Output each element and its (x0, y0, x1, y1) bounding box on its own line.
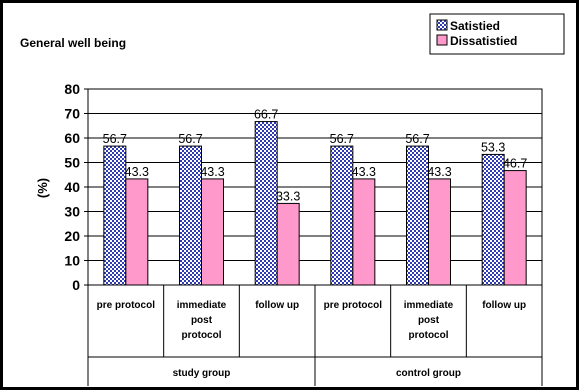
data-label-dissatistied: 33.3 (276, 189, 300, 203)
y-axis-label: (%) (35, 178, 50, 198)
y-tick-label: 20 (64, 228, 80, 244)
gridlines (84, 88, 543, 286)
legend-swatch-satistied (436, 19, 448, 31)
category-label: follow up (255, 300, 299, 311)
legend-swatch-dissatistied (436, 34, 448, 46)
legend-label-dissatistied: Dissatistied (450, 34, 517, 48)
legend-label-satistied: Satistied (450, 19, 500, 33)
category-label: immediate post protocol (404, 300, 454, 341)
bar-satistied (254, 121, 278, 286)
category-label: immediate post protocol (177, 300, 227, 341)
category-label: pre protocol (97, 300, 156, 311)
bar-dissatistied (428, 178, 451, 286)
y-tick-labels: 0 10 20 30 40 50 60 70 80 (64, 81, 80, 293)
bar-dissatistied (125, 178, 149, 286)
data-label-dissatistied: 43.3 (125, 165, 149, 179)
data-label-dissatistied: 43.3 (427, 165, 451, 179)
y-tick-label: 50 (64, 155, 80, 171)
data-label-satistied: 53.3 (481, 140, 505, 154)
bar-dissatistied (352, 178, 376, 286)
bar-satistied (103, 145, 127, 286)
bar-satistied (330, 145, 354, 286)
group-label: study group (173, 368, 231, 379)
bar-dissatistied (201, 178, 224, 286)
bar-dissatistied (503, 170, 527, 286)
y-tick-label: 30 (64, 204, 80, 220)
y-tick-label: 80 (64, 81, 80, 97)
category-label: follow up (482, 300, 526, 311)
bar-satistied (179, 145, 202, 286)
y-tick-label: 70 (64, 106, 80, 122)
data-label-satistied: 56.7 (103, 132, 127, 146)
legend: Satistied Dissatistied (429, 13, 565, 55)
data-label-satistied: 66.7 (254, 108, 278, 122)
category-label: pre protocol (324, 300, 383, 311)
chart-title: General well being (20, 36, 126, 50)
bar-dissatistied (276, 202, 300, 286)
y-tick-label: 60 (64, 130, 80, 146)
bars (103, 121, 527, 286)
data-label-satistied: 56.7 (330, 132, 354, 146)
bar-satistied (481, 153, 505, 286)
y-tick-label: 0 (72, 277, 80, 293)
y-tick-label: 40 (64, 179, 80, 195)
y-tick-label: 10 (64, 253, 80, 269)
data-label-satistied: 56.7 (178, 132, 202, 146)
data-label-dissatistied: 43.3 (200, 165, 224, 179)
legend-box (429, 13, 565, 55)
data-label-dissatistied: 46.7 (503, 157, 527, 171)
data-label-satistied: 56.7 (405, 132, 429, 146)
category-table: pre protocol immediate post protocol follow … (87, 285, 543, 386)
data-label-dissatistied: 43.3 (352, 165, 376, 179)
data-labels: 56.7 43.3 56.7 43.3 66.7 33.3 56.7 43.3 56.7 43.3… (103, 108, 528, 204)
bar-satistied (406, 145, 429, 286)
group-label: control group (396, 368, 461, 379)
